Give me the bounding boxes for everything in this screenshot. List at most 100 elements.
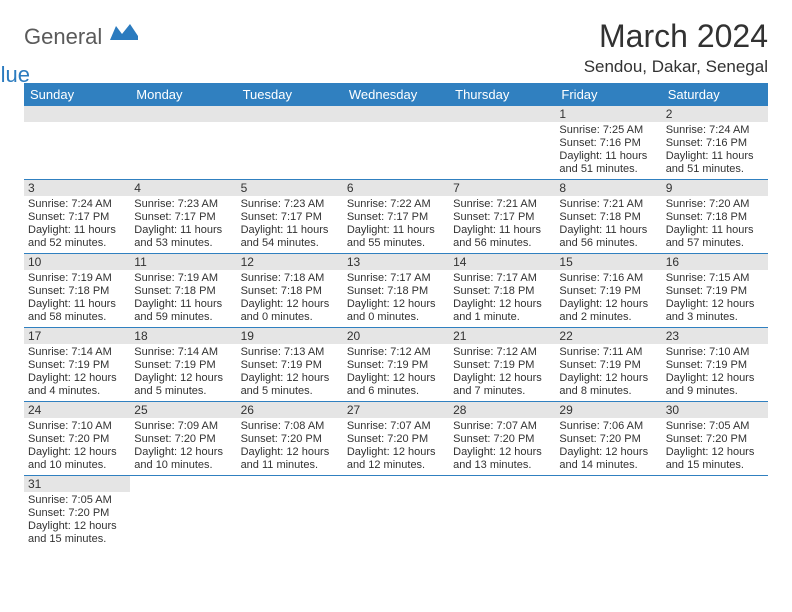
weekday-header: Thursday — [449, 83, 555, 106]
weekday-header: Tuesday — [237, 83, 343, 106]
sunrise-line: Sunrise: 7:24 AM — [28, 198, 126, 211]
sunrise-line: Sunrise: 7:14 AM — [28, 346, 126, 359]
calendar-cell: 9Sunrise: 7:20 AMSunset: 7:18 PMDaylight… — [662, 180, 768, 254]
daylight-line: Daylight: 12 hours and 14 minutes. — [559, 446, 657, 472]
calendar-cell: 18Sunrise: 7:14 AMSunset: 7:19 PMDayligh… — [130, 328, 236, 402]
calendar-cell: 23Sunrise: 7:10 AMSunset: 7:19 PMDayligh… — [662, 328, 768, 402]
daylight-line: Daylight: 11 hours and 51 minutes. — [559, 150, 657, 176]
day-number: 4 — [130, 180, 236, 196]
day-number: 18 — [130, 328, 236, 344]
day-number: 8 — [555, 180, 661, 196]
day-number: 27 — [343, 402, 449, 418]
sunset-line: Sunset: 7:18 PM — [28, 285, 126, 298]
day-details: Sunrise: 7:11 AMSunset: 7:19 PMDaylight:… — [555, 344, 661, 401]
sunset-line: Sunset: 7:20 PM — [559, 433, 657, 446]
day-details: Sunrise: 7:19 AMSunset: 7:18 PMDaylight:… — [130, 270, 236, 327]
sunset-line: Sunset: 7:18 PM — [347, 285, 445, 298]
header: General Blue March 2024 Sendou, Dakar, S… — [24, 18, 768, 77]
calendar-table: SundayMondayTuesdayWednesdayThursdayFrid… — [24, 83, 768, 549]
sunrise-line: Sunrise: 7:05 AM — [666, 420, 764, 433]
calendar-row: 1Sunrise: 7:25 AMSunset: 7:16 PMDaylight… — [24, 106, 768, 180]
day-number: 5 — [237, 180, 343, 196]
sunrise-line: Sunrise: 7:07 AM — [347, 420, 445, 433]
day-number: 20 — [343, 328, 449, 344]
sunrise-line: Sunrise: 7:22 AM — [347, 198, 445, 211]
day-number-empty — [343, 106, 449, 122]
day-number: 24 — [24, 402, 130, 418]
sunrise-line: Sunrise: 7:09 AM — [134, 420, 232, 433]
calendar-row: 31Sunrise: 7:05 AMSunset: 7:20 PMDayligh… — [24, 476, 768, 550]
weekday-header: Friday — [555, 83, 661, 106]
daylight-line: Daylight: 11 hours and 53 minutes. — [134, 224, 232, 250]
sunset-line: Sunset: 7:17 PM — [241, 211, 339, 224]
day-details: Sunrise: 7:12 AMSunset: 7:19 PMDaylight:… — [343, 344, 449, 401]
day-details: Sunrise: 7:07 AMSunset: 7:20 PMDaylight:… — [343, 418, 449, 475]
daylight-line: Daylight: 11 hours and 59 minutes. — [134, 298, 232, 324]
calendar-cell: 17Sunrise: 7:14 AMSunset: 7:19 PMDayligh… — [24, 328, 130, 402]
sunset-line: Sunset: 7:19 PM — [453, 359, 551, 372]
day-number: 30 — [662, 402, 768, 418]
sunrise-line: Sunrise: 7:06 AM — [559, 420, 657, 433]
calendar-cell-empty — [662, 476, 768, 550]
logo-text-blue: Blue — [0, 62, 100, 88]
day-number: 19 — [237, 328, 343, 344]
sunrise-line: Sunrise: 7:21 AM — [559, 198, 657, 211]
sunrise-line: Sunrise: 7:15 AM — [666, 272, 764, 285]
daylight-line: Daylight: 12 hours and 1 minute. — [453, 298, 551, 324]
day-details: Sunrise: 7:24 AMSunset: 7:17 PMDaylight:… — [24, 196, 130, 253]
sunrise-line: Sunrise: 7:23 AM — [134, 198, 232, 211]
calendar-cell: 27Sunrise: 7:07 AMSunset: 7:20 PMDayligh… — [343, 402, 449, 476]
calendar-cell: 31Sunrise: 7:05 AMSunset: 7:20 PMDayligh… — [24, 476, 130, 550]
sunset-line: Sunset: 7:20 PM — [666, 433, 764, 446]
sunset-line: Sunset: 7:20 PM — [241, 433, 339, 446]
daylight-line: Daylight: 12 hours and 6 minutes. — [347, 372, 445, 398]
sunset-line: Sunset: 7:20 PM — [453, 433, 551, 446]
day-number: 29 — [555, 402, 661, 418]
day-number: 13 — [343, 254, 449, 270]
sunset-line: Sunset: 7:18 PM — [453, 285, 551, 298]
day-details: Sunrise: 7:20 AMSunset: 7:18 PMDaylight:… — [662, 196, 768, 253]
daylight-line: Daylight: 12 hours and 0 minutes. — [347, 298, 445, 324]
sunrise-line: Sunrise: 7:16 AM — [559, 272, 657, 285]
sunset-line: Sunset: 7:18 PM — [559, 211, 657, 224]
weekday-header-row: SundayMondayTuesdayWednesdayThursdayFrid… — [24, 83, 768, 106]
sunrise-line: Sunrise: 7:19 AM — [134, 272, 232, 285]
sunset-line: Sunset: 7:20 PM — [347, 433, 445, 446]
sunrise-line: Sunrise: 7:12 AM — [347, 346, 445, 359]
day-number: 14 — [449, 254, 555, 270]
calendar-cell-empty — [343, 476, 449, 550]
sunset-line: Sunset: 7:20 PM — [28, 433, 126, 446]
daylight-line: Daylight: 12 hours and 9 minutes. — [666, 372, 764, 398]
sunrise-line: Sunrise: 7:07 AM — [453, 420, 551, 433]
calendar-cell-empty — [237, 106, 343, 180]
day-details: Sunrise: 7:17 AMSunset: 7:18 PMDaylight:… — [449, 270, 555, 327]
day-details: Sunrise: 7:08 AMSunset: 7:20 PMDaylight:… — [237, 418, 343, 475]
day-details: Sunrise: 7:15 AMSunset: 7:19 PMDaylight:… — [662, 270, 768, 327]
sunset-line: Sunset: 7:19 PM — [28, 359, 126, 372]
calendar-cell: 1Sunrise: 7:25 AMSunset: 7:16 PMDaylight… — [555, 106, 661, 180]
sunset-line: Sunset: 7:16 PM — [559, 137, 657, 150]
daylight-line: Daylight: 11 hours and 56 minutes. — [559, 224, 657, 250]
sunrise-line: Sunrise: 7:12 AM — [453, 346, 551, 359]
daylight-line: Daylight: 12 hours and 4 minutes. — [28, 372, 126, 398]
day-number: 16 — [662, 254, 768, 270]
sunrise-line: Sunrise: 7:08 AM — [241, 420, 339, 433]
daylight-line: Daylight: 12 hours and 10 minutes. — [134, 446, 232, 472]
day-details: Sunrise: 7:21 AMSunset: 7:17 PMDaylight:… — [449, 196, 555, 253]
daylight-line: Daylight: 12 hours and 15 minutes. — [666, 446, 764, 472]
day-number: 1 — [555, 106, 661, 122]
daylight-line: Daylight: 12 hours and 12 minutes. — [347, 446, 445, 472]
title-block: March 2024 Sendou, Dakar, Senegal — [584, 18, 768, 77]
day-number: 25 — [130, 402, 236, 418]
day-details: Sunrise: 7:21 AMSunset: 7:18 PMDaylight:… — [555, 196, 661, 253]
calendar-cell: 30 Sunrise: 7:05 AMSunset: 7:20 PMDayligh… — [662, 402, 768, 476]
day-number: 28 — [449, 402, 555, 418]
sunset-line: Sunset: 7:17 PM — [347, 211, 445, 224]
calendar-row: 17Sunrise: 7:14 AMSunset: 7:19 PMDayligh… — [24, 328, 768, 402]
day-number: 12 — [237, 254, 343, 270]
day-details: Sunrise: 7:05 AMSunset: 7:20 PMDaylight:… — [24, 492, 130, 549]
sunset-line: Sunset: 7:20 PM — [28, 507, 126, 520]
sunset-line: Sunset: 7:20 PM — [134, 433, 232, 446]
weekday-header: Wednesday — [343, 83, 449, 106]
sunset-line: Sunset: 7:18 PM — [134, 285, 232, 298]
